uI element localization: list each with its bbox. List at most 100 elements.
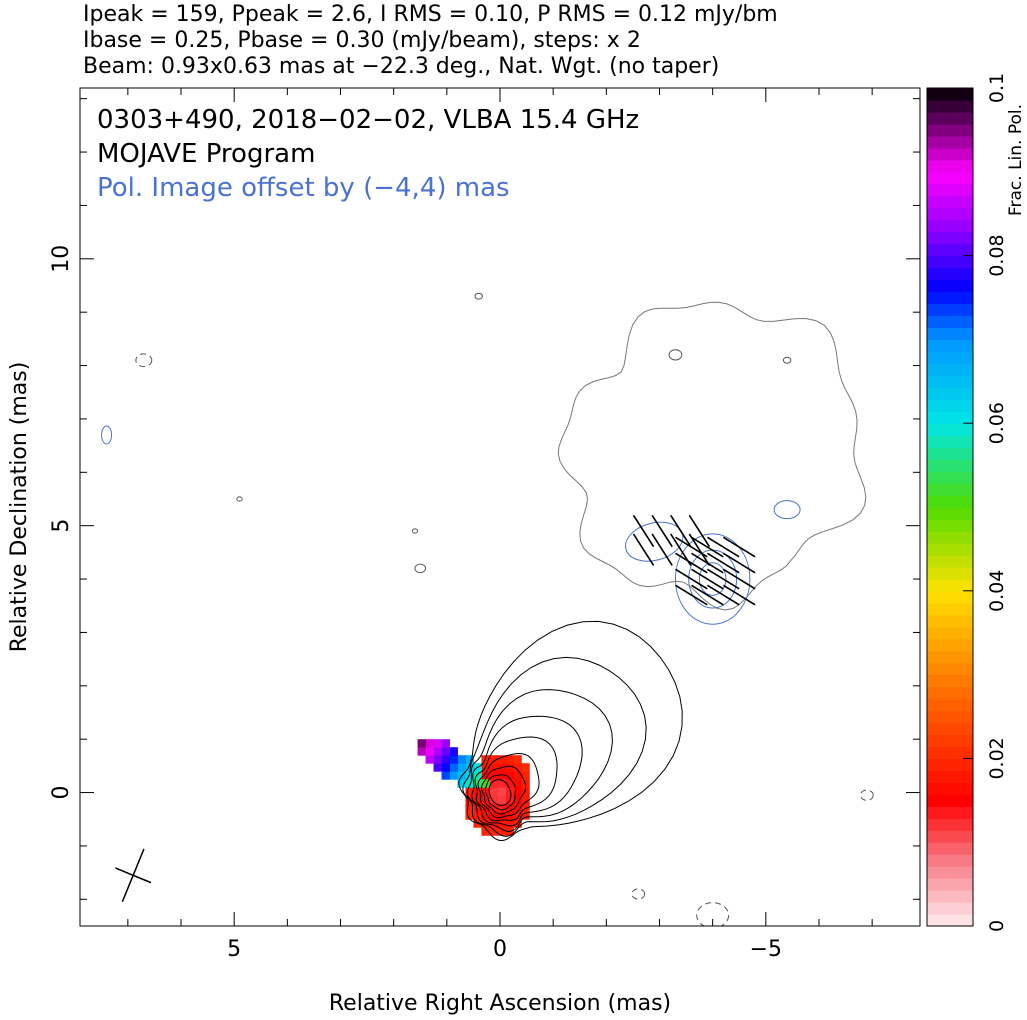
noise-contour — [782, 356, 792, 364]
pol-pixel — [425, 739, 435, 748]
pol-pixel — [417, 747, 427, 756]
pol-pixel — [473, 795, 482, 804]
pol-pixel — [441, 763, 450, 772]
colorbar-tick-label: 0 — [986, 920, 1008, 932]
colorbar-tick-label: 0.04 — [986, 570, 1008, 612]
noise-contour — [411, 528, 419, 534]
pol-pixel — [473, 803, 482, 812]
pol-pixel — [473, 771, 482, 780]
colorbar-swatch — [927, 626, 973, 640]
colorbar-swatch — [927, 447, 973, 460]
pol-pixel — [489, 819, 498, 828]
colorbar-tick-labels: 0 0.02 0.04 0.06 0.08 0.1 — [986, 73, 1008, 932]
colorbar-swatch — [927, 782, 973, 795]
pol-pixel — [441, 739, 450, 748]
colorbar — [926, 87, 974, 927]
evpa-tick — [651, 533, 673, 566]
colorbar-tick-label: 0.08 — [986, 234, 1008, 276]
evpa-tick — [707, 584, 740, 606]
colorbar-swatch — [927, 866, 973, 879]
intensity-contour — [484, 774, 517, 811]
colorbar-swatch — [927, 542, 973, 556]
colorbar-swatch — [927, 495, 973, 508]
colorbar-swatch — [927, 375, 973, 388]
colorbar-swatch — [927, 746, 973, 759]
intensity-contour — [462, 656, 647, 837]
evpa-tick — [691, 552, 724, 574]
header-line-1: Ipeak = 159, Ppeak = 2.6, I RMS = 0.10, … — [83, 2, 778, 27]
pol-pixel — [481, 771, 490, 780]
pol-pixel — [489, 755, 498, 764]
colorbar-swatch — [927, 483, 973, 496]
colorbar-swatch — [927, 602, 973, 616]
pol-pixel — [513, 787, 522, 796]
pol-pixel — [433, 747, 443, 756]
pol-pixel — [489, 803, 498, 812]
header-line-3: Beam: 0.93x0.63 mas at −22.3 deg., Nat. … — [83, 54, 720, 79]
noise-contour — [236, 496, 243, 502]
colorbar-swatch — [927, 698, 973, 712]
pol-pixel — [449, 763, 458, 772]
evpa-tick — [632, 514, 655, 548]
polarized-intensity-contours — [101, 301, 867, 625]
colorbar-swatch — [927, 590, 973, 604]
evpa-tick — [722, 552, 756, 574]
pol-pixel — [497, 755, 506, 764]
axis-tick-labels: 5 0 −5 0 5 10 — [49, 245, 782, 962]
evpa-tick — [632, 533, 655, 566]
pol-pixel — [425, 755, 435, 764]
map-title-line-1: 0303+490, 2018−02−02, VLBA 15.4 GHz — [97, 105, 639, 135]
pol-pixel — [497, 779, 506, 788]
polarized-noise-contour — [101, 425, 113, 445]
colorbar-swatch — [927, 267, 973, 281]
colorbar-swatch — [927, 195, 973, 209]
colorbar-tick-label: 0.02 — [986, 737, 1008, 779]
pol-pixel — [481, 827, 490, 836]
evpa-tick — [707, 536, 740, 558]
pol-pixel — [505, 803, 514, 812]
colorbar-swatch — [927, 243, 973, 257]
pol-pixel — [497, 827, 506, 836]
colorbar-swatch — [927, 818, 973, 831]
colorbar-swatch — [927, 806, 973, 819]
colorbar-swatch — [927, 135, 973, 149]
intensity-contour — [458, 620, 683, 842]
pol-pixel — [513, 771, 522, 780]
y-tick-label: 0 — [49, 786, 74, 800]
pol-pixel — [505, 763, 514, 772]
colorbar-swatch — [927, 399, 973, 412]
colorbar-swatch — [927, 830, 973, 843]
pol-pixel — [449, 771, 458, 780]
evpa-tick — [688, 514, 711, 548]
colorbar-swatch — [927, 147, 973, 161]
colorbar-swatch — [927, 303, 973, 317]
pol-pixel — [465, 763, 474, 772]
x-tick-label: 0 — [493, 937, 507, 962]
evpa-tick — [675, 552, 708, 574]
colorbar-swatch — [927, 722, 973, 736]
colorbar-swatch — [927, 99, 973, 113]
pol-pixel — [513, 763, 522, 772]
noise-contour — [414, 563, 427, 574]
colorbar-swatch — [927, 854, 973, 867]
colorbar-swatch — [927, 734, 973, 748]
colorbar-swatch — [927, 171, 973, 185]
noise-contour — [474, 292, 483, 300]
evpa-tick — [675, 568, 708, 590]
intensity-contour — [488, 779, 512, 806]
polarized-contour — [674, 533, 751, 625]
colorbar-swatch — [927, 914, 973, 927]
pol-pixel — [457, 755, 466, 764]
colorbar-swatch — [927, 758, 973, 771]
pol-pixel — [521, 763, 530, 772]
pol-pixel — [489, 779, 498, 788]
colorbar-swatch — [927, 387, 973, 400]
noise-contour — [859, 789, 874, 801]
pol-pixel — [489, 795, 498, 804]
y-tick-label: 5 — [49, 519, 74, 533]
pol-pixel — [513, 811, 522, 820]
pol-pixel — [505, 779, 514, 788]
pol-pixel — [441, 755, 450, 764]
evpa-tick — [675, 536, 708, 558]
